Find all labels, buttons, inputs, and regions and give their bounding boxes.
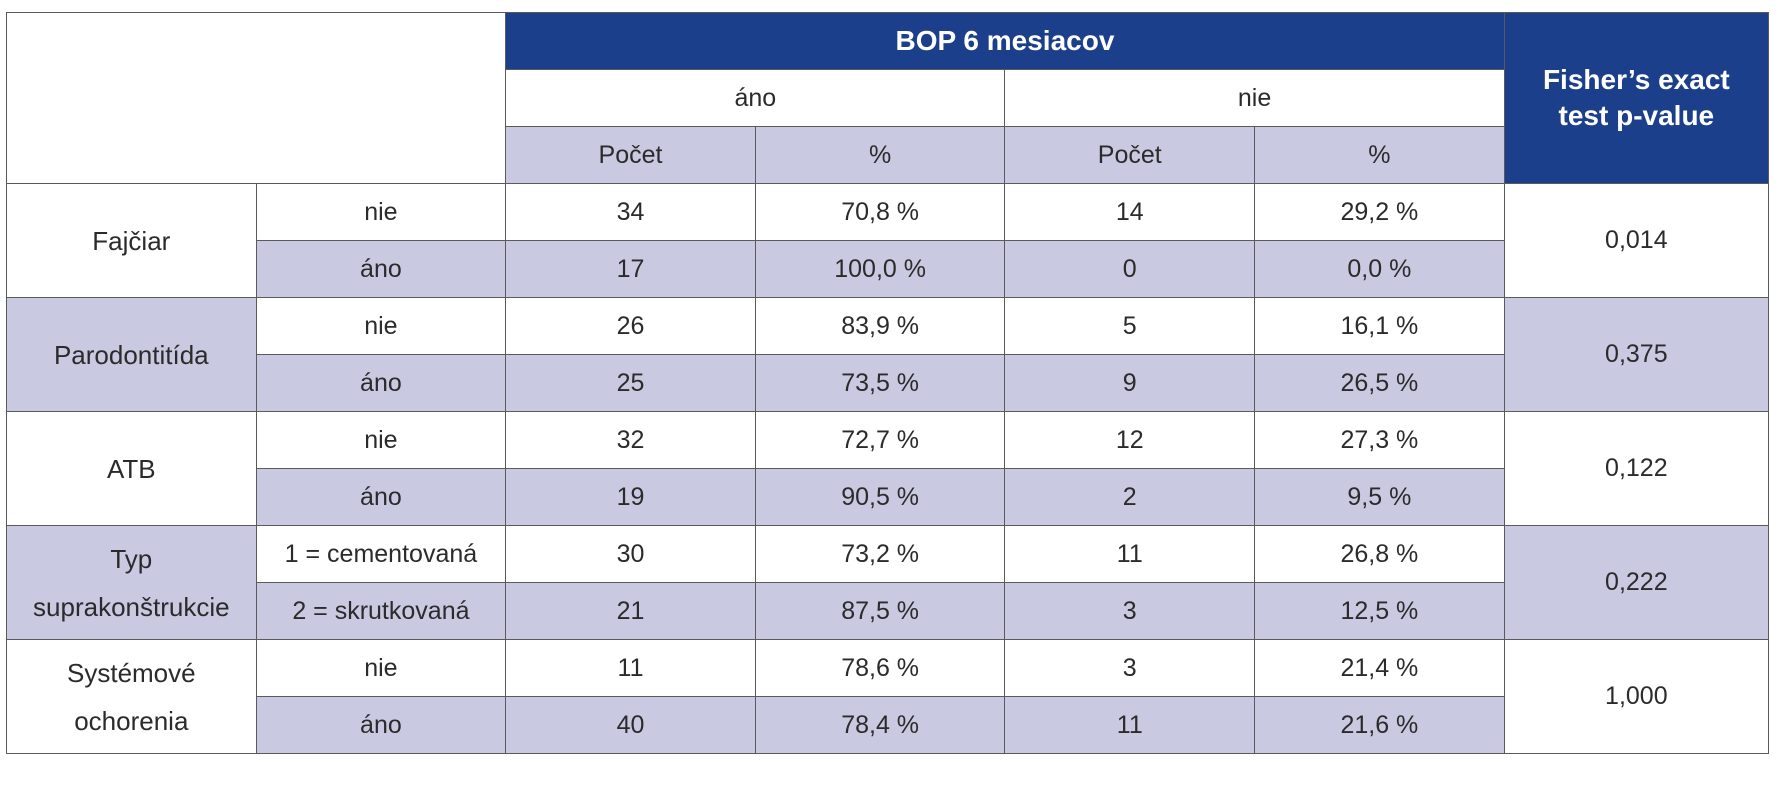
yes-count-cell: 30 xyxy=(505,525,756,583)
header-row-3: Počet % Počet % xyxy=(7,126,1769,184)
group-name-cell: ATB xyxy=(6,411,257,526)
group-name-cell: Fajčiar xyxy=(6,183,257,298)
table-row: ATB nie 32 72,7 % 12 27,3 % 0,122 xyxy=(6,411,1770,526)
fisher-header-line-2: test p-value xyxy=(1558,100,1715,131)
header-row-2: áno nie xyxy=(7,69,1769,127)
yes-pct-cell: 73,2 % xyxy=(754,525,1006,583)
group-name-line: Systémové xyxy=(67,657,196,688)
p-value-cell: 1,000 xyxy=(1503,639,1770,754)
p-value-cell: 0,222 xyxy=(1503,525,1770,640)
yes-pct-cell: 83,9 % xyxy=(754,297,1006,355)
p-value-cell: 0,122 xyxy=(1503,411,1770,526)
yes-count-cell: 34 xyxy=(505,183,756,241)
level-cell: áno xyxy=(255,696,507,754)
table-row: Parodontitída nie 26 83,9 % 5 16,1 % 0,375 xyxy=(6,297,1770,412)
table-row: áno 25 73,5 % 9 26,5 % xyxy=(7,354,1769,412)
table-row: Systémové ochorenia nie 11 78,6 % 3 21,4 % 1,00… xyxy=(6,639,1770,754)
yes-count-cell: 25 xyxy=(505,354,756,412)
group-name-line: Fajčiar xyxy=(92,225,171,256)
no-count-cell: 11 xyxy=(1004,696,1256,754)
no-count-header: Počet xyxy=(1004,126,1256,184)
no-count-cell: 9 xyxy=(1004,354,1256,412)
no-pct-header: % xyxy=(1254,126,1505,184)
table-row: Typ suprakonštrukcie 1 = cementovaná 30 73,2… xyxy=(6,525,1770,640)
no-header: nie xyxy=(1004,69,1505,127)
level-cell: nie xyxy=(255,639,507,697)
yes-pct-cell: 78,4 % xyxy=(754,696,1006,754)
p-value-cell: 0,014 xyxy=(1503,183,1770,298)
level-cell: nie xyxy=(255,297,507,355)
no-pct-cell: 29,2 % xyxy=(1254,183,1505,241)
no-count-cell: 3 xyxy=(1004,582,1256,640)
no-pct-cell: 26,5 % xyxy=(1254,354,1505,412)
yes-count-cell: 11 xyxy=(505,639,756,697)
no-pct-cell: 9,5 % xyxy=(1254,468,1505,526)
yes-count-cell: 21 xyxy=(505,582,756,640)
no-count-cell: 5 xyxy=(1004,297,1256,355)
no-pct-cell: 27,3 % xyxy=(1254,411,1505,469)
level-cell: nie xyxy=(255,411,507,469)
group-name-line: ATB xyxy=(106,453,156,484)
level-cell: 2 = skrutkovaná xyxy=(255,582,507,640)
table-row: 2 = skrutkovaná 21 87,5 % 3 12,5 % xyxy=(7,582,1769,640)
yes-pct-cell: 90,5 % xyxy=(754,468,1006,526)
yes-count-cell: 17 xyxy=(505,240,756,298)
level-cell: áno xyxy=(255,240,507,298)
no-count-cell: 2 xyxy=(1004,468,1256,526)
no-count-cell: 11 xyxy=(1004,525,1256,583)
level-cell: áno xyxy=(255,354,507,412)
yes-count-cell: 32 xyxy=(505,411,756,469)
yes-pct-cell: 73,5 % xyxy=(754,354,1006,412)
no-pct-cell: 21,4 % xyxy=(1254,639,1505,697)
header-corner-cell xyxy=(5,12,507,184)
bop-group-header: BOP 6 mesiacov xyxy=(505,12,1505,70)
bop-statistics-table: BOP 6 mesiacov Fisher’s exact test p-val… xyxy=(5,12,1770,754)
yes-count-header: Počet xyxy=(505,126,756,184)
no-count-cell: 0 xyxy=(1004,240,1256,298)
header-row-1: BOP 6 mesiacov Fisher’s exact test p-val… xyxy=(5,12,1770,184)
group-name-line: ochorenia xyxy=(74,705,189,736)
group-name-cell: Parodontitída xyxy=(6,297,257,412)
group-name-line: Typ xyxy=(110,543,153,574)
yes-pct-cell: 70,8 % xyxy=(754,183,1006,241)
no-pct-cell: 12,5 % xyxy=(1254,582,1505,640)
yes-count-cell: 19 xyxy=(505,468,756,526)
yes-count-cell: 26 xyxy=(505,297,756,355)
yes-header: áno xyxy=(505,69,1006,127)
no-pct-cell: 21,6 % xyxy=(1254,696,1505,754)
yes-pct-cell: 72,7 % xyxy=(754,411,1006,469)
group-name-cell: Typ suprakonštrukcie xyxy=(6,525,257,640)
group-name-line: Parodontitída xyxy=(53,339,209,370)
yes-pct-cell: 87,5 % xyxy=(754,582,1006,640)
fisher-header: Fisher’s exact test p-value xyxy=(1503,12,1770,184)
no-count-cell: 14 xyxy=(1004,183,1256,241)
level-cell: áno xyxy=(255,468,507,526)
group-name-line: suprakonštrukcie xyxy=(33,591,230,622)
no-count-cell: 12 xyxy=(1004,411,1256,469)
p-value-cell: 0,375 xyxy=(1503,297,1770,412)
group-name-cell: Systémové ochorenia xyxy=(6,639,257,754)
yes-pct-header: % xyxy=(754,126,1006,184)
level-cell: nie xyxy=(255,183,507,241)
table-row: áno 40 78,4 % 11 21,6 % xyxy=(7,696,1769,754)
yes-count-cell: 40 xyxy=(505,696,756,754)
yes-pct-cell: 100,0 % xyxy=(754,240,1006,298)
no-pct-cell: 0,0 % xyxy=(1254,240,1505,298)
level-cell: 1 = cementovaná xyxy=(255,525,507,583)
no-pct-cell: 16,1 % xyxy=(1254,297,1505,355)
yes-pct-cell: 78,6 % xyxy=(754,639,1006,697)
table-body: Fajčiar nie 34 70,8 % 14 29,2 % 0,014 áno 17 100,… xyxy=(6,183,1770,754)
table-row: Fajčiar nie 34 70,8 % 14 29,2 % 0,014 xyxy=(6,183,1770,298)
table-row: áno 19 90,5 % 2 9,5 % xyxy=(7,468,1769,526)
fisher-header-line-1: Fisher’s exact xyxy=(1542,64,1730,95)
no-count-cell: 3 xyxy=(1004,639,1256,697)
no-pct-cell: 26,8 % xyxy=(1254,525,1505,583)
